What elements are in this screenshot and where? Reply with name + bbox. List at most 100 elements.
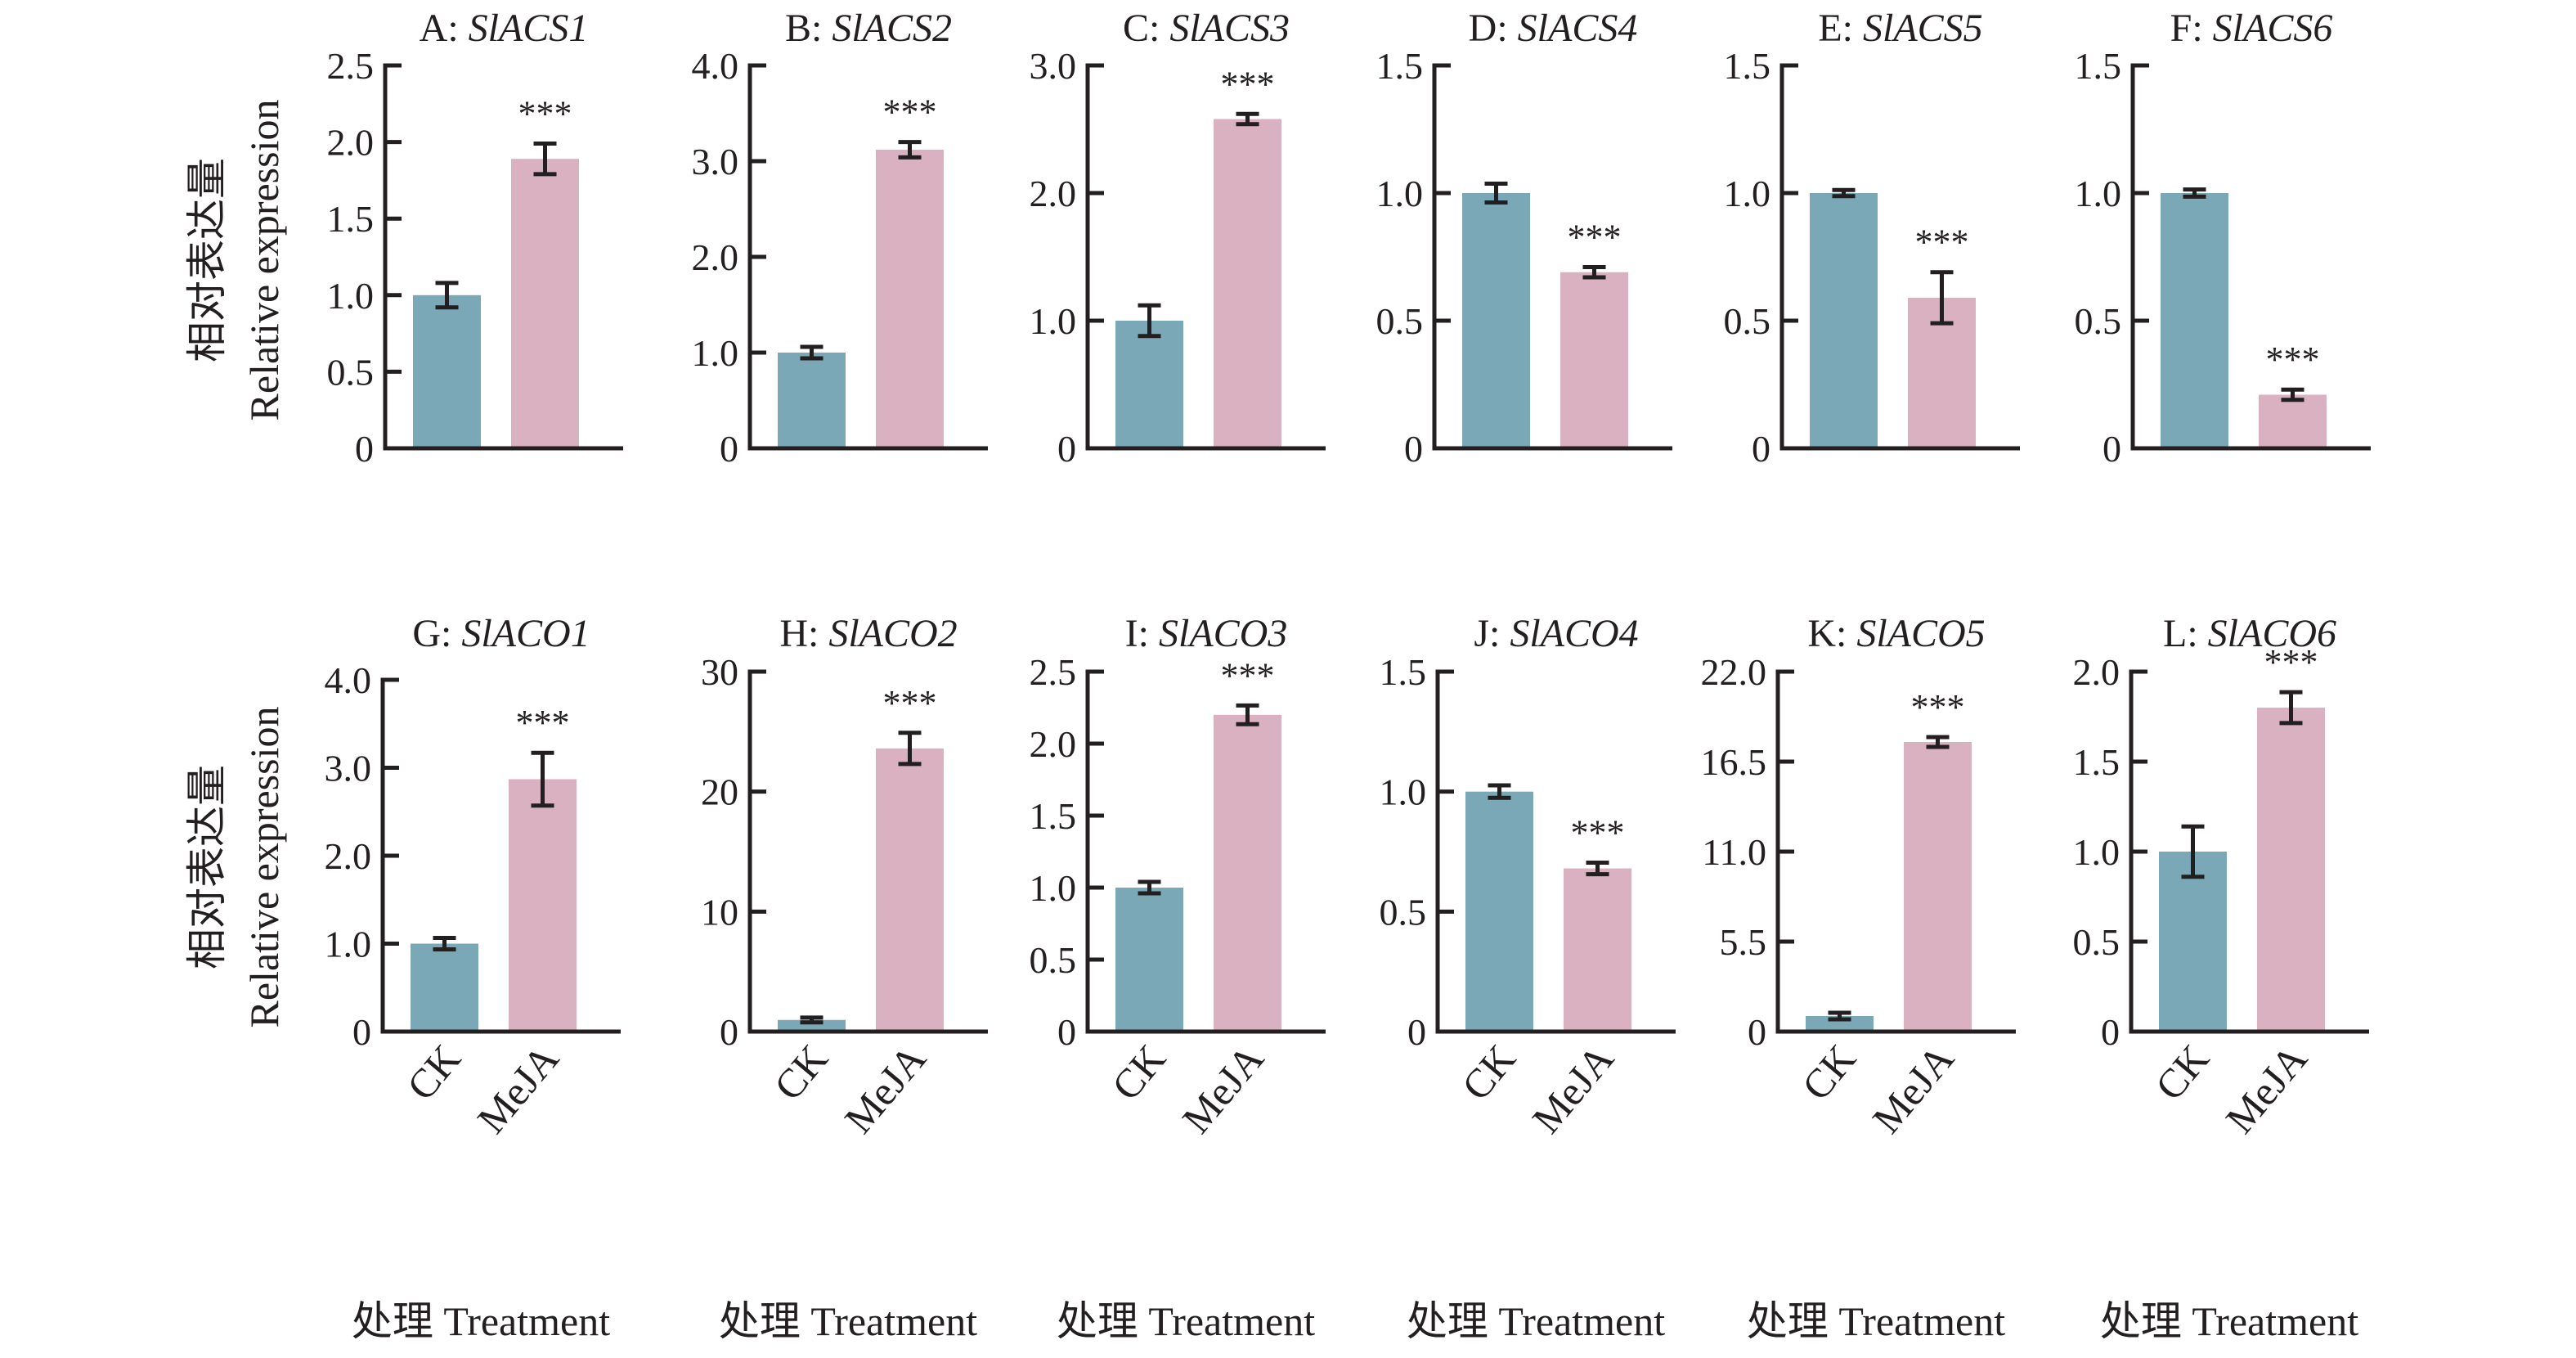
- error-bar: [1236, 111, 1259, 127]
- bar-meja: [1904, 742, 1972, 1030]
- panel-letter: E:: [1818, 7, 1863, 50]
- y-tick-label: 2.0: [1030, 723, 1077, 765]
- bar-ck: [1462, 193, 1530, 447]
- gene-name: SlACO6: [2208, 612, 2336, 655]
- x-axis-title: 处理 Treatment: [352, 1298, 610, 1344]
- y-tick-label: 0: [352, 1011, 371, 1053]
- y-tick-label: 0: [1057, 1011, 1076, 1053]
- bar-meja: [509, 779, 577, 1030]
- bar-meja: [2257, 708, 2325, 1030]
- error-bar: [800, 1015, 824, 1025]
- y-tick-label: 1.5: [2075, 45, 2122, 87]
- panel-slacs4: D: SlACS4 0 0.5 1.0 1.5 ***: [1376, 7, 1672, 470]
- gene-name: SlACO2: [828, 612, 957, 655]
- y-tick-label: 2.0: [1030, 173, 1077, 214]
- error-bar: [1236, 703, 1259, 726]
- error-bar: [2183, 187, 2206, 199]
- significance-marker: ***: [1568, 217, 1622, 257]
- error-bar: [898, 731, 922, 767]
- y-tick-label: 11.0: [1702, 831, 1766, 873]
- y-axis-title-cn: 相对表达量: [184, 158, 230, 362]
- panel-title: C: SlACS3: [1123, 7, 1290, 50]
- panel-title: G: SlACO1: [412, 612, 590, 655]
- panel-letter: C:: [1123, 7, 1169, 50]
- panel-letter: J:: [1474, 612, 1510, 655]
- panel-letter: D:: [1469, 7, 1518, 50]
- panel-slacs3: C: SlACS3 0 1.0 2.0 3.0 ***: [1030, 7, 1326, 470]
- significance-marker: ***: [516, 703, 570, 743]
- y-tick-label: 1.0: [692, 332, 739, 374]
- y-tick-label: 2.0: [327, 122, 375, 164]
- error-bar: [800, 344, 824, 361]
- y-tick-label: 1.0: [1380, 771, 1427, 813]
- y-tick-label: 10: [701, 891, 738, 933]
- gene-name: SlACO1: [461, 612, 590, 655]
- bar-ck: [411, 943, 478, 1030]
- significance-marker: ***: [1915, 223, 1969, 263]
- bar-ck: [1115, 888, 1183, 1030]
- panel-letter: A:: [420, 7, 469, 50]
- error-bar: [433, 936, 456, 951]
- bar-meja: [876, 748, 944, 1030]
- panel-slaco6: L: SlACO6 0 0.5 1.0 1.5 2.0 ***: [2073, 612, 2369, 1053]
- gene-name: SlACS1: [469, 7, 589, 50]
- panel-letter: B:: [785, 7, 832, 50]
- y-tick-label: 16.5: [1701, 741, 1767, 783]
- y-tick-label: 0.5: [2073, 921, 2120, 963]
- y-tick-label: 1.5: [1724, 45, 1771, 87]
- y-tick-label: 0: [355, 428, 374, 470]
- significance-marker: ***: [883, 92, 937, 133]
- x-axis-title: 处理 Treatment: [2100, 1298, 2358, 1344]
- axes: [747, 669, 988, 1034]
- y-tick-label: 20: [701, 771, 738, 813]
- error-bar: [1832, 187, 1856, 199]
- y-tick-label: 1.5: [327, 198, 375, 240]
- y-axis-title-en: Relative expression: [241, 100, 287, 421]
- y-tick-label: 0.5: [1724, 300, 1771, 342]
- panel-title: L: SlACO6: [2163, 612, 2336, 655]
- y-tick-label: 0: [1404, 428, 1423, 470]
- panel-title: D: SlACS4: [1469, 7, 1638, 50]
- y-tick-label: 5.5: [1720, 921, 1767, 963]
- panel-letter: H:: [779, 612, 828, 655]
- bar-meja: [2259, 394, 2327, 447]
- error-bar: [2281, 387, 2304, 402]
- y-tick-label: 1.5: [1376, 45, 1424, 87]
- y-tick-label: 0: [1407, 1011, 1426, 1053]
- y-tick-label: 1.0: [325, 924, 372, 965]
- bar-ck: [2159, 852, 2227, 1030]
- panel-title: E: SlACS5: [1818, 7, 1982, 50]
- error-bar: [1930, 270, 1954, 326]
- y-tick-label: 0: [720, 1011, 738, 1053]
- error-bar: [1138, 879, 1161, 896]
- significance-marker: ***: [1221, 64, 1275, 104]
- error-bar: [435, 281, 459, 310]
- gene-name: SlACS5: [1863, 7, 1983, 50]
- panel-letter: L:: [2163, 612, 2208, 655]
- y-tick-label: 1.5: [1030, 795, 1077, 837]
- error-bar: [1926, 735, 1950, 749]
- gene-name: SlACS2: [832, 7, 952, 50]
- y-tick-label: 3.0: [1030, 45, 1077, 87]
- y-tick-label: 2.5: [327, 45, 375, 87]
- error-bar: [1488, 783, 1511, 800]
- y-tick-label: 2.0: [325, 835, 372, 877]
- y-tick-label: 2.0: [692, 236, 739, 278]
- x-axis-title: 处理 Treatment: [1057, 1298, 1315, 1344]
- error-bar: [2279, 690, 2303, 726]
- error-bar: [1484, 181, 1508, 205]
- panel-title: J: SlACO4: [1474, 612, 1638, 655]
- y-tick-label: 2.0: [2073, 651, 2120, 693]
- panel-slaco2: H: SlACO2 0 10 20 30 ***: [701, 612, 988, 1053]
- significance-marker: ***: [2266, 340, 2320, 380]
- y-tick-label: 1.5: [2073, 741, 2120, 783]
- x-axis-title: 处理 Treatment: [1407, 1298, 1665, 1344]
- x-axis-title: 处理 Treatment: [1747, 1298, 2005, 1344]
- y-tick-label: 0.5: [1376, 300, 1424, 342]
- row1-y-axis-title: 相对表达量 Relative expression: [184, 100, 287, 421]
- y-tick-label: 1.0: [2075, 173, 2122, 214]
- y-tick-label: 22.0: [1701, 651, 1767, 693]
- y-tick-label: 4.0: [692, 45, 739, 87]
